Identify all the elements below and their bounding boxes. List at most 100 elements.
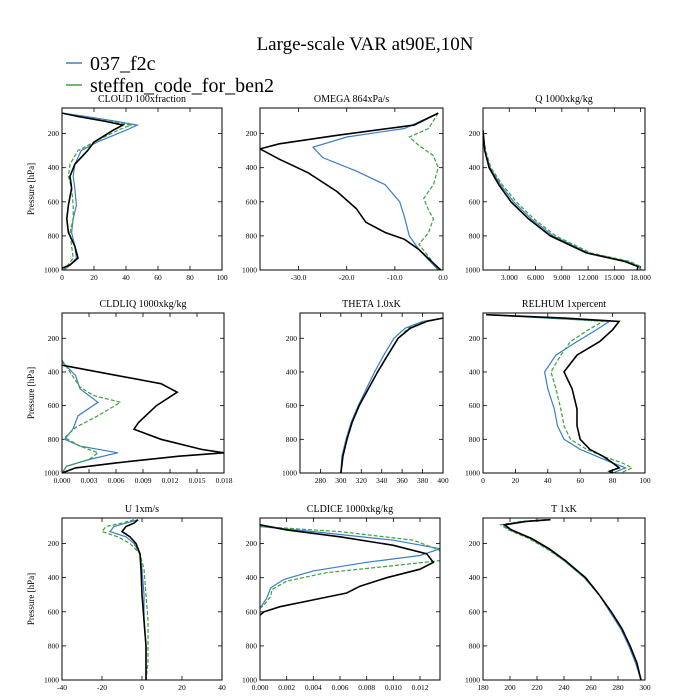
y-tick-label: 800 [48,435,60,444]
x-tick-label: -10.0 [387,273,403,282]
y-tick-label: 800 [469,435,481,444]
x-tick-label: 12.000 [578,273,599,282]
series-line-steffen [408,112,439,270]
x-tick-label: 100 [216,273,228,282]
series-line-black [120,519,147,680]
x-tick-label: 0.009 [135,476,152,485]
series-line-037-f2c [260,525,440,609]
x-tick-label: -20 [97,683,107,692]
x-tick-label: 300 [335,476,347,485]
x-tick-label: 40 [218,683,226,692]
x-tick-label: 0.018 [216,476,233,485]
panel-title-q: Q 1000xkg/kg [535,94,593,105]
x-tick-label: 0.000 [252,683,269,692]
panel-q: Q 1000xkg/kg 200 400 600 800 1000 3.000 6.000 9.… [465,94,651,282]
y-tick-label: 600 [469,197,481,206]
y-tick-label: 600 [469,607,481,616]
series-line-black [62,112,126,270]
y-tick-label: 800 [469,641,481,650]
y-tick-label: 200 [469,334,481,343]
panel-omega: OMEGA 864xPa/s 200 400 600 800 1000 -30.0 -20.0… [242,94,448,282]
panel-title-theta: THETA 1.0xK [342,299,401,310]
panel-title-omega: OMEGA 864xPa/s [314,94,389,105]
x-tick-label: 0.003 [81,476,98,485]
x-tick-label: -20.0 [339,273,355,282]
y-tick-label: 400 [246,163,258,172]
series-line-black [260,112,442,270]
x-tick-label: 400 [437,476,449,485]
x-tick-label: 0.012 [162,476,179,485]
y-tick-label: 800 [48,641,60,650]
x-tick-label: 200 [504,683,516,692]
x-tick-label: 0.008 [358,683,375,692]
plot-frame [61,107,223,271]
series-line-037-f2c [486,314,628,473]
y-tick-label: 1000 [44,676,59,685]
y-tick-label: 400 [469,573,481,582]
x-tick-label: 0 [481,476,485,485]
series-line-037-f2c [340,317,443,473]
y-tick-label: 400 [48,573,60,582]
y-tick-label: 600 [246,607,258,616]
y-tick-label: 200 [48,334,60,343]
x-tick-label: 9.000 [553,273,570,282]
series-line-steffen [483,133,642,270]
y-tick-label: 200 [286,334,298,343]
x-tick-label: 0.015 [189,476,206,485]
y-tick-label: 400 [48,163,60,172]
y-tick-label: 600 [469,401,481,410]
panel-title-u: U 1xm/s [125,504,159,515]
x-tick-label: 100 [639,476,651,485]
y-axis-label: Pressure [hPa] [26,367,36,419]
series-line-black [62,364,224,473]
x-tick-label: 360 [397,476,409,485]
x-tick-label: 220 [531,683,543,692]
x-tick-label: 0.002 [278,683,295,692]
x-tick-label: 280 [315,476,327,485]
plot-frame [482,312,646,474]
y-tick-label: 1000 [282,469,297,478]
series-line-black [486,313,621,473]
x-tick-label: 3.000 [501,273,518,282]
y-tick-label: 1000 [465,266,480,275]
x-tick-label: 0.0 [438,273,448,282]
y-tick-label: 600 [48,401,60,410]
panel-title-t: T 1xK [551,504,577,515]
y-tick-label: 600 [48,607,60,616]
y-tick-label: 800 [286,435,298,444]
series-line-steffen [62,112,134,270]
figure-title: Large-scale VAR at90E,10N [257,34,474,55]
x-tick-label: -30.0 [291,273,307,282]
x-tick-label: 60 [576,476,584,485]
y-tick-label: 200 [469,539,481,548]
y-tick-label: 800 [469,231,481,240]
y-tick-label: 200 [469,129,481,138]
x-tick-label: 18.000 [630,273,651,282]
plot-frame [61,312,225,474]
y-tick-label: 400 [286,367,298,376]
x-tick-label: 0.012 [412,683,429,692]
series-line-037-f2c [62,112,140,270]
legend: 037_f2c steffen_code_for_ben2 [66,53,274,97]
y-tick-label: 1000 [465,469,480,478]
legend-label-steffen: steffen_code_for_ben2 [90,75,274,97]
y-tick-label: 1000 [242,266,257,275]
series-line-black [340,317,443,473]
x-tick-label: 0 [140,683,144,692]
x-tick-label: 0.006 [332,683,349,692]
series-line-black [260,524,435,616]
plot-frame [61,517,223,681]
x-tick-label: 180 [477,683,489,692]
x-tick-label: 320 [356,476,368,485]
y-axis-label: Pressure [hPa] [26,573,36,625]
y-tick-label: 800 [246,641,258,650]
y-tick-label: 400 [246,573,258,582]
panel-title-cldice: CLDICE 1000xkg/kg [307,504,393,515]
series-line-037-f2c [62,361,118,473]
legend-label-037-f2c: 037_f2c [90,53,156,75]
